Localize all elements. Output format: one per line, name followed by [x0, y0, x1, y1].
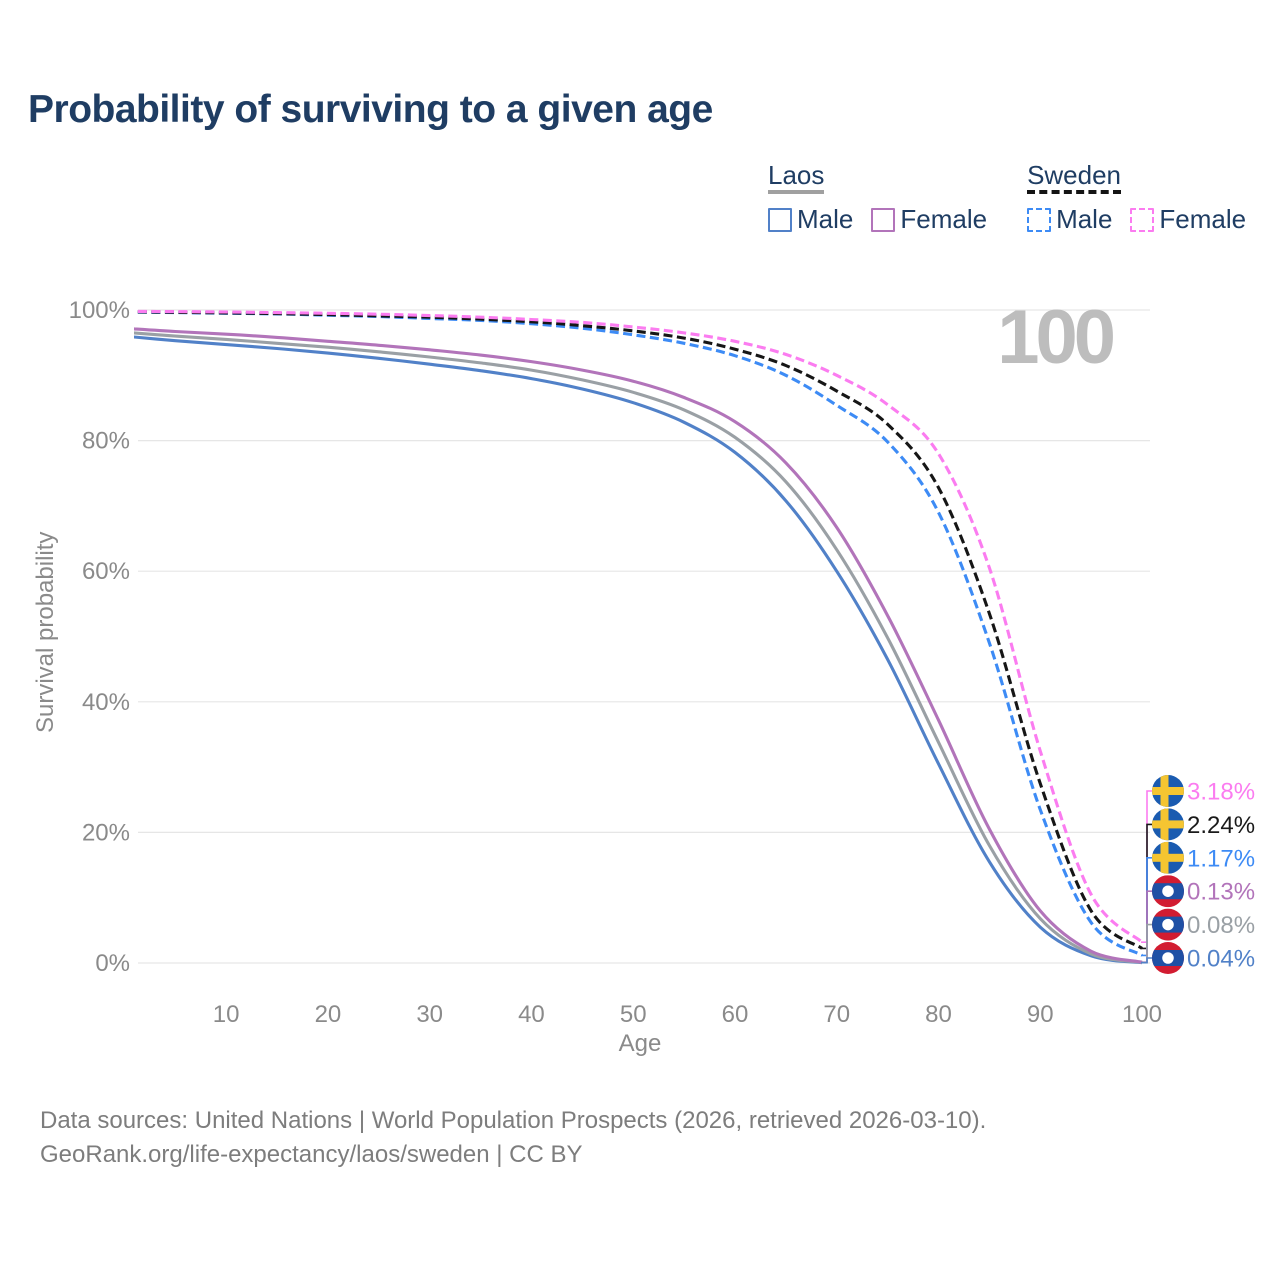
page-title: Probability of surviving to a given age [28, 88, 713, 131]
sweden-flag-icon [1152, 775, 1184, 807]
legend-checkbox-laos-female[interactable] [871, 207, 896, 232]
laos-flag-icon [1152, 942, 1184, 974]
legend-item-laos-female[interactable]: Female [871, 204, 987, 235]
y-tick-label: 100% [69, 297, 130, 324]
legend-group-sweden: Sweden Male Female [1027, 160, 1246, 235]
age-counter-watermark: 100 [997, 295, 1116, 380]
legend-checkbox-sweden-female[interactable] [1130, 207, 1155, 232]
x-tick-label: 20 [315, 1001, 342, 1028]
end-label-sweden-male[interactable]: 1.17% [1152, 841, 1255, 874]
legend-item-sweden-female[interactable]: Female [1130, 204, 1246, 235]
legend-item-label: Male [797, 204, 854, 234]
end-label-value: 0.04% [1187, 946, 1255, 973]
legend-checkbox-laos-male[interactable] [768, 207, 792, 232]
end-label-connector [1141, 957, 1152, 964]
y-axis-label: Survival probability [32, 531, 59, 733]
y-tick-label: 60% [82, 558, 130, 585]
curve-sweden-total[interactable] [124, 310, 1143, 950]
curve-laos-male[interactable] [124, 335, 1143, 965]
curve-sweden-male[interactable] [124, 310, 1143, 957]
legend-checkbox-sweden-male[interactable] [1027, 207, 1052, 232]
legend-item-label: Male [1056, 204, 1113, 234]
end-label-value: 0.13% [1187, 879, 1255, 906]
legend-group-laos: Laos Male Female [768, 160, 987, 235]
legend-item-sweden-male[interactable]: Male [1027, 204, 1112, 235]
x-tick-label: 30 [416, 1001, 443, 1028]
end-label-laos-male[interactable]: 0.04% [1152, 942, 1255, 974]
end-label-value: 2.24% [1187, 812, 1255, 839]
x-tick-label: 80 [925, 1001, 952, 1028]
end-label-connector [1141, 923, 1152, 964]
legend-item-label: Female [1159, 204, 1247, 234]
legend-group-title-laos: Laos [768, 161, 825, 194]
legend-group-title-sweden: Sweden [1027, 161, 1122, 194]
x-tick-label: 50 [620, 1001, 647, 1028]
end-label-value: 0.08% [1187, 912, 1255, 939]
legend-item-label: Female [900, 204, 988, 234]
end-label-sweden-female[interactable]: 3.18% [1152, 775, 1255, 807]
x-axis-label: Age [619, 1030, 662, 1057]
footer-data-sources: Data sources: United Nations | World Pop… [40, 1107, 987, 1134]
y-tick-label: 40% [82, 689, 130, 716]
end-label-value: 3.18% [1187, 779, 1255, 806]
x-tick-label: 70 [823, 1001, 850, 1028]
y-tick-label: 20% [82, 819, 130, 846]
x-tick-label: 40 [518, 1001, 545, 1028]
x-tick-label: 10 [213, 1001, 240, 1028]
end-label-value: 1.17% [1187, 845, 1255, 872]
y-tick-label: 0% [95, 950, 130, 977]
end-label-laos-total[interactable]: 0.08% [1152, 908, 1255, 941]
end-label-sweden-total[interactable]: 2.24% [1152, 808, 1255, 841]
sweden-flag-icon [1152, 808, 1184, 841]
end-label-laos-female[interactable]: 0.13% [1152, 875, 1255, 908]
curve-laos-total[interactable] [124, 331, 1143, 965]
y-tick-label: 80% [82, 428, 130, 455]
laos-flag-icon [1152, 908, 1184, 941]
curve-sweden-female[interactable] [124, 309, 1144, 944]
laos-flag-icon [1152, 875, 1184, 908]
legend-item-laos-male[interactable]: Male [768, 204, 853, 235]
footer: Data sources: United Nations | World Pop… [40, 1104, 986, 1172]
x-tick-label: 90 [1027, 1001, 1054, 1028]
sweden-flag-icon [1152, 841, 1184, 874]
x-tick-label: 100 [1122, 1001, 1162, 1028]
x-tick-label: 60 [722, 1001, 749, 1028]
legend: Laos Male Female Sweden Male Female [768, 160, 1246, 235]
footer-attribution: GeoRank.org/life-expectancy/laos/sweden … [40, 1141, 583, 1168]
curve-laos-female[interactable] [124, 327, 1143, 964]
